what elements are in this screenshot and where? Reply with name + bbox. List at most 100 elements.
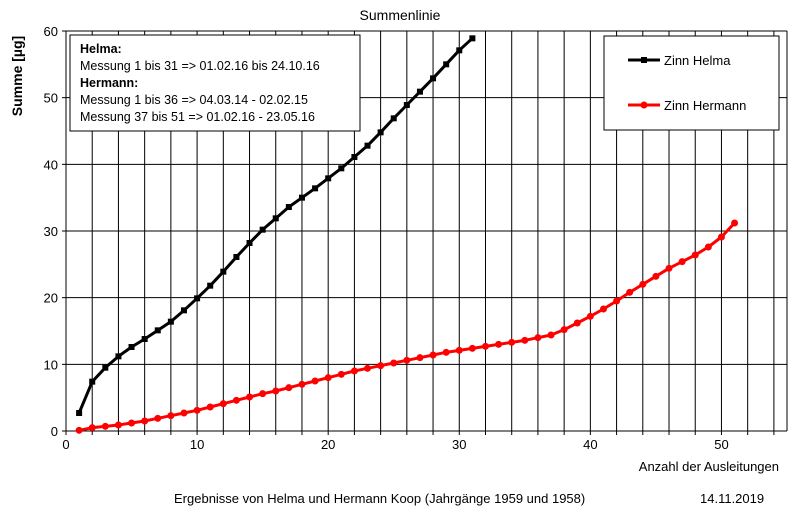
data-point-hermann bbox=[429, 351, 437, 359]
data-point-hermann bbox=[508, 338, 516, 346]
data-point-helma bbox=[115, 353, 122, 360]
legend-marker-hermann bbox=[640, 101, 648, 109]
data-point-hermann bbox=[613, 297, 621, 305]
data-point-helma bbox=[403, 102, 410, 108]
data-point-helma bbox=[128, 344, 135, 350]
data-point-helma bbox=[456, 47, 463, 54]
data-point-hermann bbox=[547, 331, 555, 339]
data-point-hermann bbox=[377, 362, 385, 370]
annotation-line: Messung 37 bis 51 => 01.02.16 - 23.05.16 bbox=[80, 110, 315, 124]
data-point-helma bbox=[390, 115, 397, 122]
annotation-line: Hermann: bbox=[80, 76, 138, 90]
data-point-hermann bbox=[350, 367, 358, 375]
chart-title: Summenlinie bbox=[360, 7, 441, 23]
data-point-hermann bbox=[416, 354, 424, 362]
data-point-hermann bbox=[678, 258, 686, 266]
data-point-hermann bbox=[521, 336, 529, 344]
y-tick-label: 60 bbox=[44, 24, 58, 39]
data-point-helma bbox=[443, 61, 450, 68]
annotation-line: Messung 1 bis 31 => 01.02.16 bis 24.10.1… bbox=[80, 59, 320, 73]
legend-label-hermann: Zinn Hermann bbox=[664, 98, 746, 113]
annotation-line: Helma: bbox=[80, 42, 122, 56]
data-point-helma bbox=[338, 165, 345, 172]
y-tick-label: 30 bbox=[44, 224, 58, 239]
data-point-helma bbox=[207, 282, 214, 289]
data-point-hermann bbox=[259, 390, 267, 398]
x-tick-label: 0 bbox=[62, 437, 69, 452]
data-point-hermann bbox=[691, 251, 699, 259]
y-tick-label: 20 bbox=[44, 291, 58, 306]
data-point-hermann bbox=[128, 419, 136, 427]
data-point-helma bbox=[233, 254, 240, 260]
y-axis-label: Summe [µg] bbox=[9, 36, 25, 116]
data-point-helma bbox=[285, 204, 292, 210]
legend-marker-helma bbox=[641, 57, 647, 63]
data-point-hermann bbox=[364, 364, 372, 372]
data-point-hermann bbox=[206, 403, 214, 411]
data-point-helma bbox=[430, 75, 437, 82]
y-tick-label: 10 bbox=[44, 357, 58, 372]
data-point-hermann bbox=[193, 406, 201, 414]
tick-labels: 0 10 20 30 40 50 0 10 20 30 40 50 60 bbox=[44, 24, 729, 452]
data-point-hermann bbox=[442, 348, 450, 356]
data-point-hermann bbox=[560, 326, 568, 334]
data-point-hermann bbox=[534, 334, 542, 342]
data-point-helma bbox=[76, 410, 83, 416]
data-point-helma bbox=[272, 215, 279, 222]
data-point-hermann bbox=[285, 384, 293, 392]
data-point-hermann bbox=[101, 422, 109, 430]
x-tick-label: 10 bbox=[190, 437, 204, 452]
data-point-hermann bbox=[311, 377, 319, 385]
footer-caption: Ergebnisse von Helma und Hermann Koop (J… bbox=[174, 491, 585, 506]
data-point-helma bbox=[469, 35, 476, 42]
data-point-hermann bbox=[167, 412, 175, 420]
data-point-hermann bbox=[219, 400, 227, 408]
series-group bbox=[75, 35, 739, 434]
data-point-hermann bbox=[114, 421, 122, 429]
data-point-helma bbox=[325, 175, 332, 182]
x-axis-label: Anzahl der Ausleitungen bbox=[639, 459, 779, 474]
data-point-hermann bbox=[324, 374, 332, 382]
data-point-helma bbox=[351, 154, 358, 160]
data-point-hermann bbox=[573, 319, 581, 327]
data-point-helma bbox=[416, 88, 423, 95]
data-point-helma bbox=[364, 142, 371, 149]
data-point-helma bbox=[298, 194, 305, 201]
x-tick-label: 40 bbox=[583, 437, 597, 452]
data-point-hermann bbox=[704, 243, 712, 251]
data-point-hermann bbox=[599, 305, 607, 313]
data-point-hermann bbox=[717, 233, 725, 241]
data-point-helma bbox=[220, 268, 227, 275]
data-point-hermann bbox=[731, 219, 739, 227]
data-point-hermann bbox=[390, 359, 398, 367]
legend-frame bbox=[603, 35, 780, 131]
x-tick-label: 20 bbox=[321, 437, 335, 452]
x-tick-label: 30 bbox=[452, 437, 466, 452]
data-point-hermann bbox=[75, 426, 83, 434]
data-point-helma bbox=[141, 336, 148, 342]
data-point-hermann bbox=[455, 346, 463, 354]
data-point-helma bbox=[377, 129, 384, 136]
data-point-hermann bbox=[337, 370, 345, 378]
data-point-helma bbox=[102, 364, 109, 371]
data-point-hermann bbox=[272, 387, 280, 395]
data-point-hermann bbox=[652, 272, 660, 280]
y-tick-label: 0 bbox=[51, 424, 58, 439]
data-point-hermann bbox=[141, 417, 149, 425]
data-point-hermann bbox=[298, 380, 306, 388]
annotation-box: Helma: Messung 1 bis 31 => 01.02.16 bis … bbox=[69, 34, 361, 132]
data-point-helma bbox=[154, 327, 161, 334]
data-point-hermann bbox=[154, 414, 162, 422]
data-point-helma bbox=[167, 318, 174, 325]
data-point-hermann bbox=[481, 342, 489, 350]
y-tick-label: 40 bbox=[44, 157, 58, 172]
y-tick-label: 50 bbox=[44, 91, 58, 106]
data-point-helma bbox=[259, 226, 266, 233]
data-point-hermann bbox=[665, 264, 673, 272]
data-point-hermann bbox=[495, 340, 503, 348]
data-point-helma bbox=[194, 295, 201, 302]
data-point-helma bbox=[246, 240, 253, 246]
legend-label-helma: Zinn Helma bbox=[664, 53, 731, 68]
data-point-hermann bbox=[468, 344, 476, 352]
